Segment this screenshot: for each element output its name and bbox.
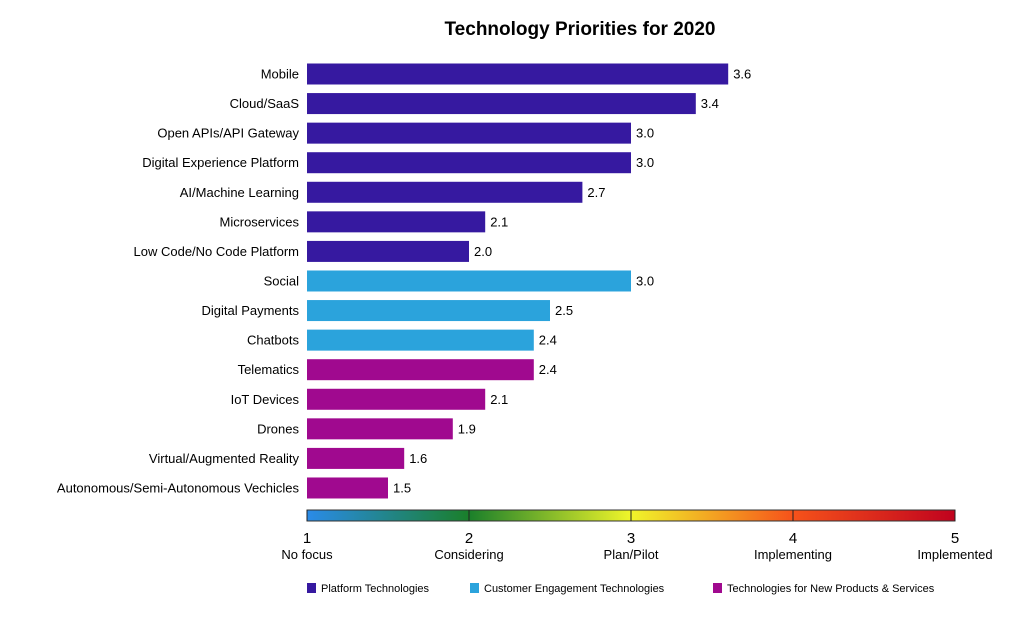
legend: Platform Technologies Customer Engagement…: [307, 583, 935, 595]
legend-label: Customer Engagement Technologies: [484, 583, 665, 595]
value-label: 3.0: [636, 273, 654, 288]
scale-tick-value: 3: [627, 530, 635, 547]
bar: [307, 240, 469, 262]
category-label: Microservices: [220, 214, 300, 229]
chart-title: Technology Priorities for 2020: [444, 19, 715, 40]
category-label: Social: [264, 273, 300, 288]
scale-tick-label: Implemented: [917, 547, 992, 562]
value-label: 3.0: [636, 155, 654, 170]
value-label: 1.9: [458, 421, 476, 436]
category-label: Chatbots: [247, 333, 300, 348]
legend-swatch: [713, 583, 722, 593]
bar: [307, 447, 405, 469]
bar: [307, 388, 486, 410]
bar: [307, 63, 729, 85]
bar: [307, 300, 550, 322]
scale-tick-label: Plan/Pilot: [604, 547, 659, 562]
scale-tick-value: 5: [951, 530, 959, 547]
value-label: 3.4: [701, 96, 719, 111]
scale-tick-label: No focus: [281, 547, 333, 562]
category-label: Autonomous/Semi-Autonomous Vechicles: [57, 480, 300, 495]
scale-axis: 1No focus2Considering3Plan/Pilot4Impleme…: [281, 509, 993, 562]
legend-label: Technologies for New Products & Services: [727, 583, 935, 595]
bar: [307, 211, 486, 233]
bar: [307, 122, 631, 144]
bar: [307, 270, 631, 292]
category-label: IoT Devices: [231, 392, 300, 407]
value-label: 2.4: [539, 333, 557, 348]
category-label: Mobile: [261, 67, 299, 82]
category-label: Digital Payments: [201, 303, 299, 318]
value-label: 2.7: [587, 185, 605, 200]
value-label: 3.0: [636, 126, 654, 141]
value-label: 2.0: [474, 244, 492, 259]
bar: [307, 181, 583, 203]
value-label: 3.6: [733, 67, 751, 82]
category-label: AI/Machine Learning: [180, 185, 299, 200]
bar: [307, 152, 631, 174]
bar: [307, 329, 534, 351]
category-label: Cloud/SaaS: [230, 96, 300, 111]
category-label: Virtual/Augmented Reality: [149, 451, 300, 466]
scale-tick-value: 2: [465, 530, 473, 547]
category-label: Drones: [257, 421, 299, 436]
scale-tick-value: 1: [303, 530, 311, 547]
legend-label: Platform Technologies: [321, 583, 430, 595]
bar: [307, 93, 696, 115]
bar: [307, 359, 534, 381]
legend-swatch: [470, 583, 479, 593]
value-label: 1.5: [393, 480, 411, 495]
category-label: Low Code/No Code Platform: [134, 244, 299, 259]
scale-tick-value: 4: [789, 530, 797, 547]
bar: [307, 477, 388, 499]
scale-tick-label: Implementing: [754, 547, 832, 562]
legend-swatch: [307, 583, 316, 593]
category-label: Digital Experience Platform: [142, 155, 299, 170]
bars-group: Mobile 3.6 Cloud/SaaS 3.4 Open APIs/API Gate…: [57, 63, 751, 499]
value-label: 2.5: [555, 303, 573, 318]
bar: [307, 418, 453, 440]
value-label: 2.1: [490, 214, 508, 229]
value-label: 2.4: [539, 362, 557, 377]
value-label: 2.1: [490, 392, 508, 407]
value-label: 1.6: [409, 451, 427, 466]
category-label: Open APIs/API Gateway: [157, 126, 299, 141]
scale-tick-label: Considering: [434, 547, 503, 562]
category-label: Telematics: [238, 362, 300, 377]
